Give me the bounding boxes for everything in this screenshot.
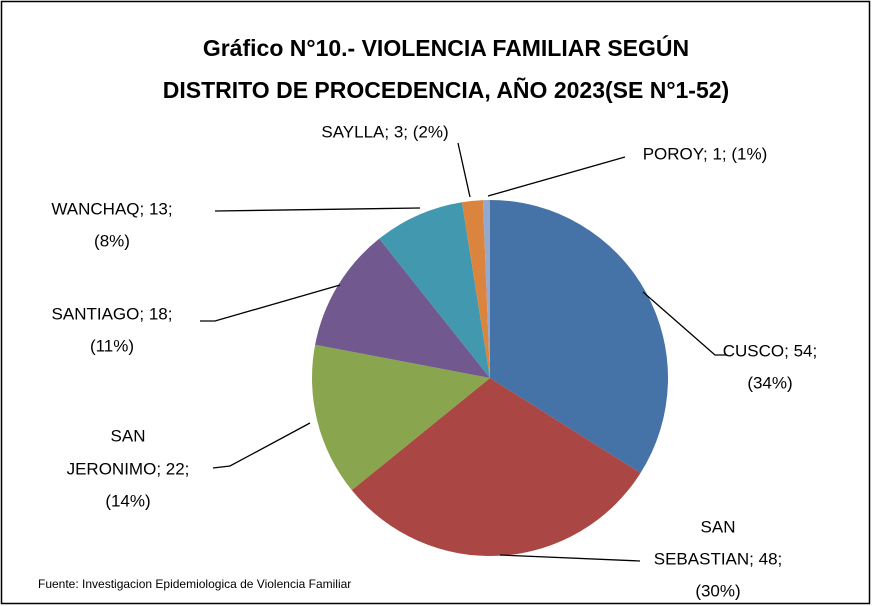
data-label: (8%) (94, 231, 130, 250)
data-label: WANCHAQ; 13; (51, 199, 172, 218)
data-label: SEBASTIAN; 48; (654, 549, 783, 568)
leader-line (499, 554, 641, 562)
source-note: Fuente: Investigacion Epidemiologica de … (38, 577, 351, 591)
pie-slice (379, 202, 490, 378)
data-label: SAN (701, 517, 736, 536)
leader-line (487, 156, 626, 197)
data-label: (14%) (105, 491, 150, 510)
data-label: SANTIAGO; 18; (52, 304, 173, 323)
data-label: (11%) (90, 336, 134, 355)
leader-line (642, 291, 727, 356)
pie-slice (490, 200, 668, 474)
pie-slice (315, 238, 490, 378)
data-label: JERONIMO; 22; (67, 459, 190, 478)
pie-slice (351, 378, 641, 556)
chart-title: Gráfico N°10.- VIOLENCIA FAMILIAR SEGÚN (203, 34, 689, 61)
pie-slice (461, 200, 490, 378)
data-label: SAYLLA; 3; (2%) (321, 122, 448, 141)
data-label: POROY; 1; (1%) (643, 144, 768, 163)
leader-line (200, 284, 341, 322)
data-label: CUSCO; 54; (723, 341, 817, 360)
leader-line (212, 422, 311, 469)
data-label: (30%) (695, 581, 740, 600)
leader-line (214, 207, 421, 212)
chart-title: DISTRITO DE PROCEDENCIA, AÑO 2023(SE N°1… (163, 76, 729, 103)
pie-slice (482, 200, 490, 378)
data-label: (34%) (747, 373, 792, 392)
data-label: SAN (111, 426, 146, 445)
pie-slice (312, 344, 490, 491)
leader-line (457, 142, 471, 198)
